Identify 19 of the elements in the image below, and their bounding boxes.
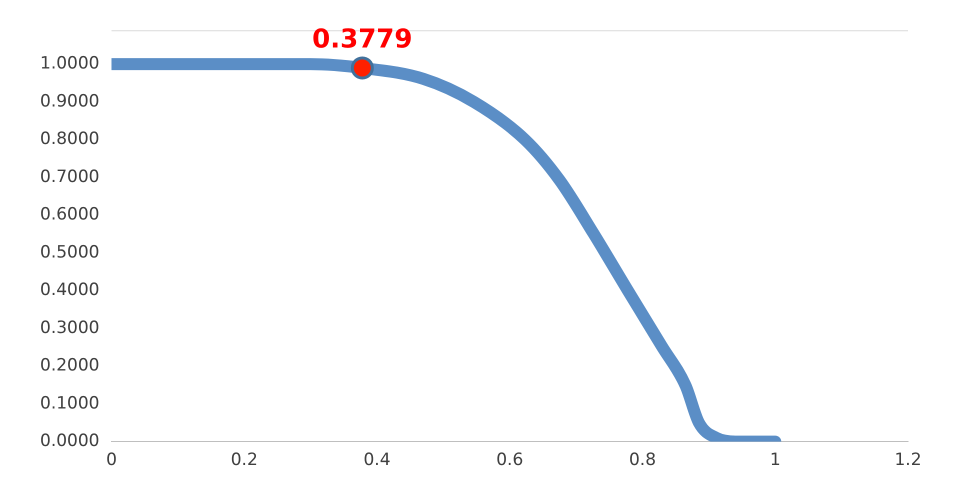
- x-tick-label: 1.2: [894, 450, 922, 470]
- y-tick-label: 0.0000: [40, 431, 100, 452]
- annotation: 0.3779: [312, 24, 412, 55]
- x-tick-label: 0.4: [363, 450, 391, 470]
- y-tick-label: 0.3000: [40, 318, 100, 338]
- x-tick-label: 0.8: [628, 450, 656, 470]
- y-tick-label: 1.0000: [40, 54, 100, 74]
- y-tick-label: 0.4000: [40, 280, 100, 300]
- y-tick-label: 0.8000: [40, 129, 100, 150]
- y-tick-label: 0.2000: [40, 356, 100, 376]
- x-tick-label: 0.2: [230, 450, 258, 470]
- y-tick-label: 0.5000: [40, 242, 100, 262]
- y-tick-label: 0.7000: [40, 166, 100, 187]
- y-tick-label: 0.9000: [40, 91, 100, 112]
- x-tick-label: 1: [770, 450, 781, 470]
- x-tick-label: 0.6: [496, 450, 524, 470]
- y-tick-label: 0.6000: [40, 204, 100, 225]
- y-tick-label: 0.1000: [40, 393, 100, 414]
- x-tick-label: 0: [106, 450, 117, 470]
